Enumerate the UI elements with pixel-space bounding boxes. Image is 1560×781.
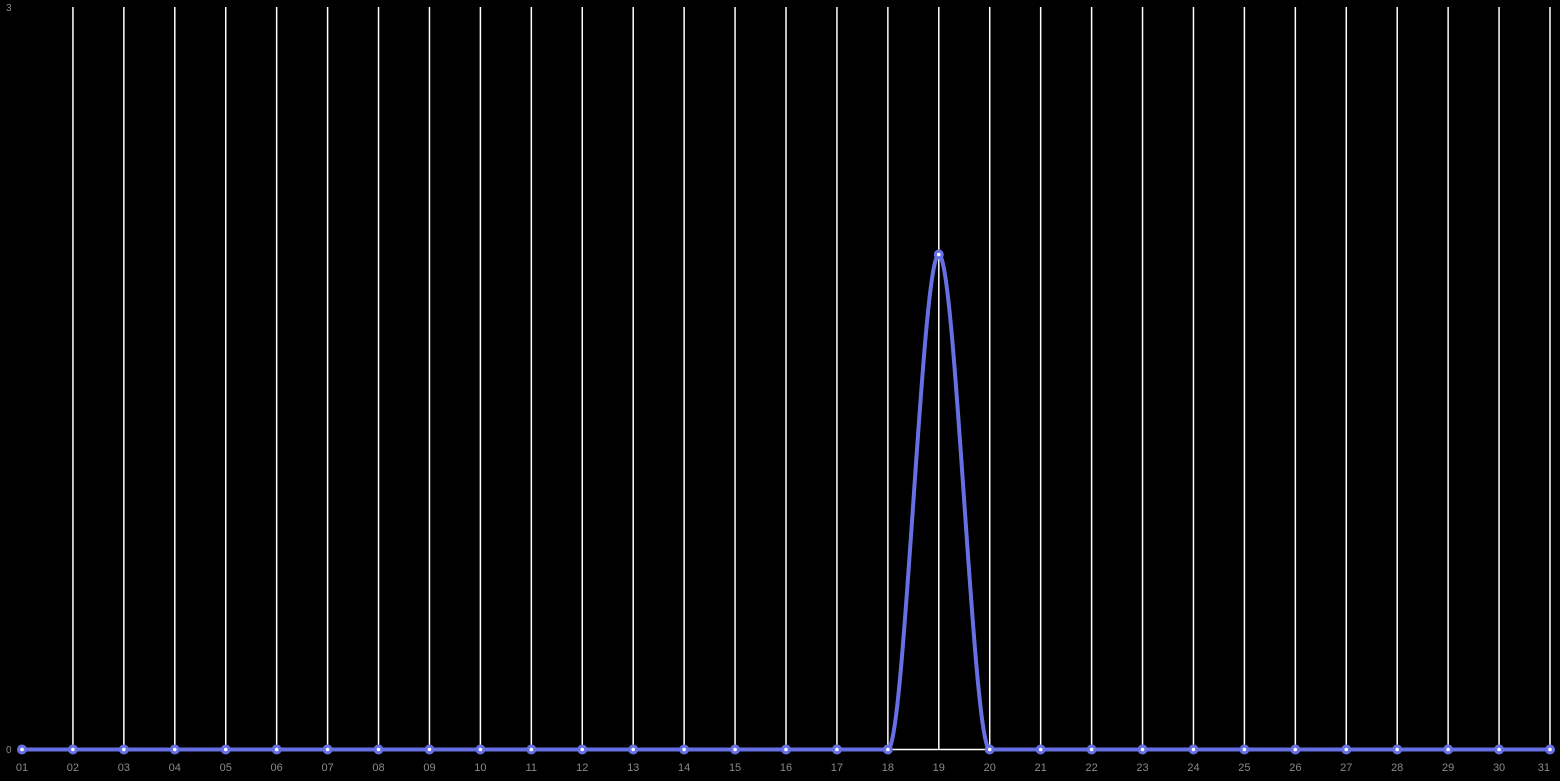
x-tick-label-09: 09 (423, 762, 435, 774)
x-tick-label-28: 28 (1391, 762, 1403, 774)
data-point-center-09 (427, 747, 432, 752)
x-tick-label-20: 20 (984, 762, 996, 774)
data-point-center-27 (1344, 747, 1349, 752)
data-point-center-25 (1242, 747, 1247, 752)
data-point-center-05 (223, 747, 228, 752)
x-tick-label-01: 01 (16, 762, 28, 774)
x-tick-label-08: 08 (372, 762, 384, 774)
data-point-center-18 (886, 747, 890, 752)
data-point-center-04 (173, 747, 177, 752)
data-point-center-03 (122, 747, 126, 752)
data-point-center-21 (1038, 747, 1043, 752)
data-point-center-28 (1395, 747, 1399, 752)
x-tick-label-12: 12 (576, 762, 588, 774)
x-tick-label-23: 23 (1136, 762, 1148, 774)
grid-lines (72, 7, 1551, 750)
x-tick-label-29: 29 (1442, 762, 1454, 774)
x-tick-label-31: 31 (1538, 762, 1550, 774)
x-tick-label-19: 19 (933, 762, 945, 774)
data-point-center-01 (20, 747, 24, 752)
data-point-center-02 (71, 747, 75, 752)
x-tick-label-04: 04 (169, 762, 181, 774)
x-tick-label-11: 11 (526, 762, 537, 774)
data-point-center-17 (835, 747, 839, 752)
data-point-center-26 (1293, 747, 1298, 752)
x-tick-label-06: 06 (271, 762, 283, 774)
x-tick-label-25: 25 (1238, 762, 1250, 774)
x-tick-label-07: 07 (321, 762, 333, 774)
data-point-center-13 (631, 747, 635, 752)
data-point-center-07 (325, 747, 330, 752)
data-point-center-15 (733, 747, 737, 752)
data-points (17, 249, 1555, 755)
data-point-center-31 (1548, 747, 1552, 752)
y-tick-label-bottom: 0 (6, 745, 12, 756)
data-point-center-24 (1191, 747, 1196, 752)
x-tick-label-03: 03 (118, 762, 130, 774)
x-tick-label-27: 27 (1340, 762, 1352, 774)
y-tick-labels: 3 0 (6, 3, 12, 756)
data-point-center-06 (274, 747, 279, 752)
data-point-center-20 (987, 747, 992, 752)
x-tick-label-21: 21 (1035, 762, 1047, 774)
x-tick-label-15: 15 (729, 762, 741, 774)
data-point-center-30 (1497, 747, 1501, 752)
x-tick-label-10: 10 (474, 762, 486, 774)
x-tick-label-02: 02 (67, 762, 79, 774)
data-point-center-11 (529, 747, 534, 752)
x-tick-label-13: 13 (627, 762, 639, 774)
y-tick-label-top: 3 (6, 3, 12, 14)
data-point-center-10 (478, 747, 483, 752)
x-tick-label-05: 05 (220, 762, 232, 774)
series-layer (20, 252, 1552, 752)
data-point-center-22 (1089, 747, 1094, 752)
data-point-center-14 (682, 747, 686, 752)
x-tick-label-18: 18 (882, 762, 894, 774)
x-tick-label-14: 14 (678, 762, 690, 774)
x-tick-label-24: 24 (1187, 762, 1199, 774)
data-point-center-08 (376, 747, 381, 752)
x-tick-labels: 01 02 03 04 05 06 07 08 09 10 11 12 13 14 15 16 17 18 19 20… (16, 762, 1550, 774)
x-tick-label-26: 26 (1289, 762, 1301, 774)
x-tick-label-30: 30 (1493, 762, 1505, 774)
data-point-center-16 (784, 747, 788, 752)
data-point-center-19 (937, 252, 941, 257)
series-line (20, 252, 1552, 752)
x-tick-label-17: 17 (831, 762, 843, 774)
data-point-center-12 (580, 747, 585, 752)
data-point-center-23 (1140, 747, 1145, 752)
data-point-center-29 (1446, 747, 1450, 752)
x-tick-label-16: 16 (780, 762, 792, 774)
x-tick-label-22: 22 (1085, 762, 1097, 774)
